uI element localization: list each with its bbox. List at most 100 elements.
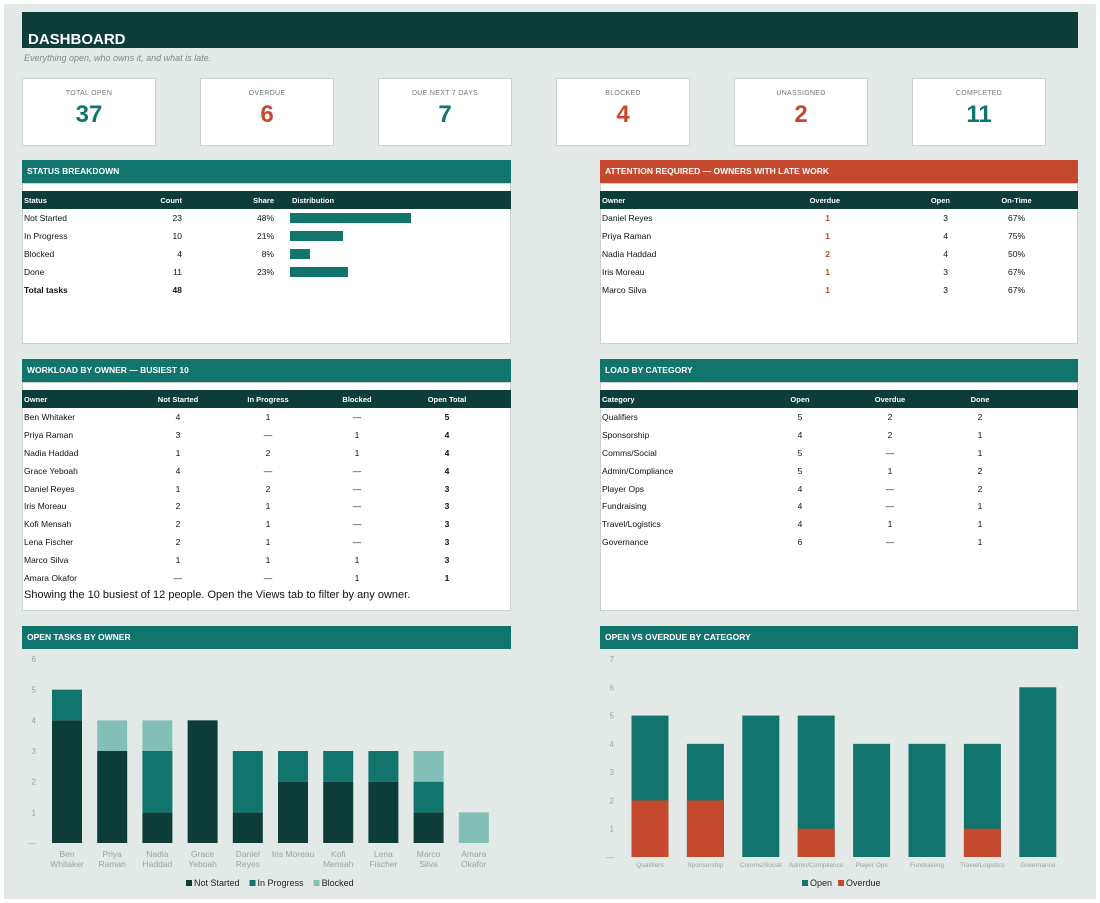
in-progress-cell: 1 [265,501,271,512]
done-cell: 1 [977,519,983,530]
x-tick-label: Reyes [236,859,260,869]
x-tick-label: Yeboah [188,859,217,869]
y-tick-label: 5 [610,712,615,721]
table-row: Comms/Social 5 — 1 [600,444,1078,462]
blocked-cell: — [352,483,362,494]
x-tick-label: Daniel [236,849,260,859]
legend-swatch [186,880,192,886]
not-started-cell: 3 [175,429,181,440]
y-tick-label: 4 [32,716,37,725]
legend-swatch [838,880,845,886]
legend-label: In Progress [258,878,305,888]
done-cell: 1 [977,429,983,440]
y-tick-label: 3 [32,747,37,756]
overdue-cell: — [885,537,895,548]
category-cell: Admin/Compliance [602,465,674,476]
bar [963,828,1001,857]
open-total-cell: 3 [444,519,450,530]
y-tick-label: — [606,853,614,862]
blocked-cell: — [352,501,362,512]
kpi-label: COMPLETED [955,90,1003,97]
status-cell: Blocked [24,248,55,259]
owner-cell: Amara Okafor [24,572,77,583]
table-row: Admin/Compliance 5 1 2 [600,462,1078,480]
x-tick-label: Iris Moreau [272,849,315,859]
table-header-row: Category Open Overdue Done [600,390,1078,408]
blocked-cell: — [352,411,362,422]
col-owner: Owner [22,390,132,408]
bar-segment [368,781,399,843]
category-cell: Fundraising [602,501,647,512]
owner-cell: Marco Silva [602,284,647,295]
x-tick-label: Grace [191,849,214,859]
open-cell: 5 [797,447,803,458]
legend-swatch [313,880,320,886]
distribution-cell [290,227,511,245]
overdue-cell: 1 [887,519,893,530]
y-tick-label: 5 [32,686,37,695]
owner-cell: Grace Yeboah [24,465,78,476]
bar-segment [368,751,399,782]
table-row: Marco Silva 1 3 67% [600,281,1078,299]
bar-segment [97,751,128,843]
done-cell: 2 [977,465,983,476]
kpi-label: TOTAL OPEN [65,90,113,97]
kpi-label: DUE NEXT 7 DAYS [411,90,479,97]
table-row: Kofi Mensah 2 1 — 3 [22,515,511,533]
distribution-bar [290,212,411,223]
x-tick-label: Silva [419,859,438,869]
kpi-value: 2 [794,101,808,128]
x-tick-label: Comms/Social [740,862,782,869]
category-table: Category Open Overdue Done Qualifiers 5 2 2… [600,390,1078,551]
status-breakdown-panel [22,183,511,344]
count-cell: 11 [173,266,182,277]
bar-segment [142,720,173,751]
bar-segment [142,751,173,813]
legend-label: Open [810,878,832,888]
owner-cell: Iris Moreau [24,501,67,512]
total-label: Total tasks [24,284,68,295]
distribution-bar [290,230,343,241]
distribution-bar [290,266,348,277]
col-not-started: Not Started [132,390,224,408]
overdue-cell: 1 [825,266,830,277]
table-row: Iris Moreau 1 3 67% [600,263,1078,281]
in-progress-cell: 1 [265,519,271,530]
x-tick-label: Haddad [143,859,173,869]
open-cell: 3 [943,266,948,277]
workload-note: Showing the 10 busiest of 12 people. Ope… [24,589,411,601]
on-time-cell: 67% [1007,266,1025,277]
dashboard-title: DASHBOARD [28,31,126,48]
open-cell: 4 [797,429,803,440]
bar-segment [413,812,444,843]
on-time-cell: 75% [1007,230,1025,241]
on-time-cell: 67% [1007,284,1025,295]
share-cell: 48% [256,212,274,223]
x-tick-label: Ben [59,849,74,859]
open-total-cell: 3 [444,555,450,566]
open-cell: 4 [943,248,948,259]
owner-cell: Iris Moreau [602,266,645,277]
x-tick-label: Nadia [146,849,168,859]
status-cell: Not Started [24,212,67,223]
kpi-total-open: TOTAL OPEN 37 [22,78,156,146]
col-open: Open [860,191,955,209]
count-cell: 23 [172,212,182,223]
in-progress-cell: 1 [265,555,271,566]
bar-segment [52,689,82,721]
overdue-cell: 1 [887,465,893,476]
x-tick-label: Player Ops [856,862,889,869]
x-tick-label: Mensah [323,859,354,869]
col-overdue: Overdue [840,390,940,408]
y-tick-label: 1 [32,808,37,817]
done-cell: 1 [977,501,983,512]
category-chart-title: OPEN VS OVERDUE BY CATEGORY [600,626,1078,649]
owner-chart-title: OPEN TASKS BY OWNER [22,626,511,649]
bar-segment [97,720,128,751]
workload-panel [22,382,511,611]
col-done: Done [940,390,1020,408]
table-row: In Progress 10 21% [22,227,511,245]
open-cell: 4 [797,501,803,512]
table-row: Travel/Logistics 4 1 1 [600,515,1078,533]
distribution-cell [290,209,511,227]
